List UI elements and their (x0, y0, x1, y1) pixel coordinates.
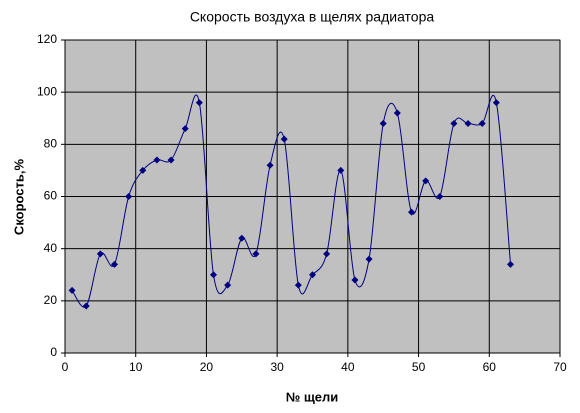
data-point (450, 119, 458, 127)
y-tick-label: 40 (44, 241, 58, 255)
data-point (111, 260, 118, 268)
data-point (294, 281, 302, 289)
x-axis-label: № щели (286, 389, 339, 404)
data-point (252, 250, 260, 258)
data-point (436, 193, 444, 200)
data-point (68, 286, 76, 294)
data-point (408, 208, 415, 216)
x-tick-label: 0 (62, 360, 69, 374)
data-point (323, 250, 331, 258)
x-tick-label: 70 (553, 360, 567, 374)
y-tick-label: 80 (44, 137, 58, 151)
data-point (167, 156, 175, 164)
data-point (125, 193, 133, 200)
x-tick-label: 20 (200, 360, 214, 374)
data-point (153, 156, 161, 164)
data-point (181, 125, 189, 133)
data-point (492, 99, 500, 107)
x-tick-label: 50 (412, 360, 426, 374)
data-point (464, 119, 472, 127)
data-point (351, 276, 359, 284)
data-point (309, 271, 316, 279)
data-point (266, 161, 274, 169)
data-point (379, 119, 387, 127)
data-point (393, 109, 401, 117)
x-tick-label: 60 (483, 360, 497, 374)
data-point (139, 166, 147, 174)
data-point (280, 135, 288, 143)
y-tick-label: 60 (44, 189, 58, 203)
data-point (96, 250, 104, 258)
data-point (422, 177, 430, 185)
data-point (210, 271, 217, 279)
data-point (238, 234, 246, 242)
x-tick-label: 40 (341, 360, 355, 374)
data-point (82, 302, 90, 310)
y-tick-label: 0 (50, 345, 57, 359)
y-tick-label: 120 (37, 32, 57, 46)
y-axis-label: Скорость,% (11, 158, 26, 235)
data-point (507, 260, 514, 268)
data-point (337, 166, 345, 174)
data-point (224, 281, 232, 289)
data-point (365, 255, 373, 263)
chart-title: Скорость воздуха в щелях радиатора (190, 9, 435, 25)
x-tick-label: 10 (129, 360, 143, 374)
data-point (195, 99, 203, 107)
y-tick-label: 20 (44, 293, 58, 307)
data-point (478, 119, 486, 127)
y-tick-label: 100 (37, 84, 57, 98)
x-tick-label: 30 (270, 360, 284, 374)
